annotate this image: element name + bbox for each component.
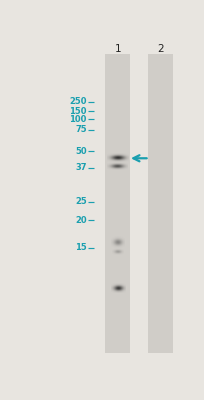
Text: 250: 250	[69, 97, 86, 106]
Text: 100: 100	[69, 115, 86, 124]
Text: 37: 37	[75, 163, 86, 172]
Bar	[148, 54, 172, 353]
Text: 15: 15	[75, 243, 86, 252]
Text: 1: 1	[114, 44, 121, 54]
Text: 50: 50	[75, 147, 86, 156]
Text: 20: 20	[75, 216, 86, 225]
Bar	[105, 54, 130, 353]
Text: 2: 2	[157, 44, 163, 54]
Text: 25: 25	[75, 198, 86, 206]
Text: 150: 150	[69, 107, 86, 116]
Text: 75: 75	[75, 125, 86, 134]
